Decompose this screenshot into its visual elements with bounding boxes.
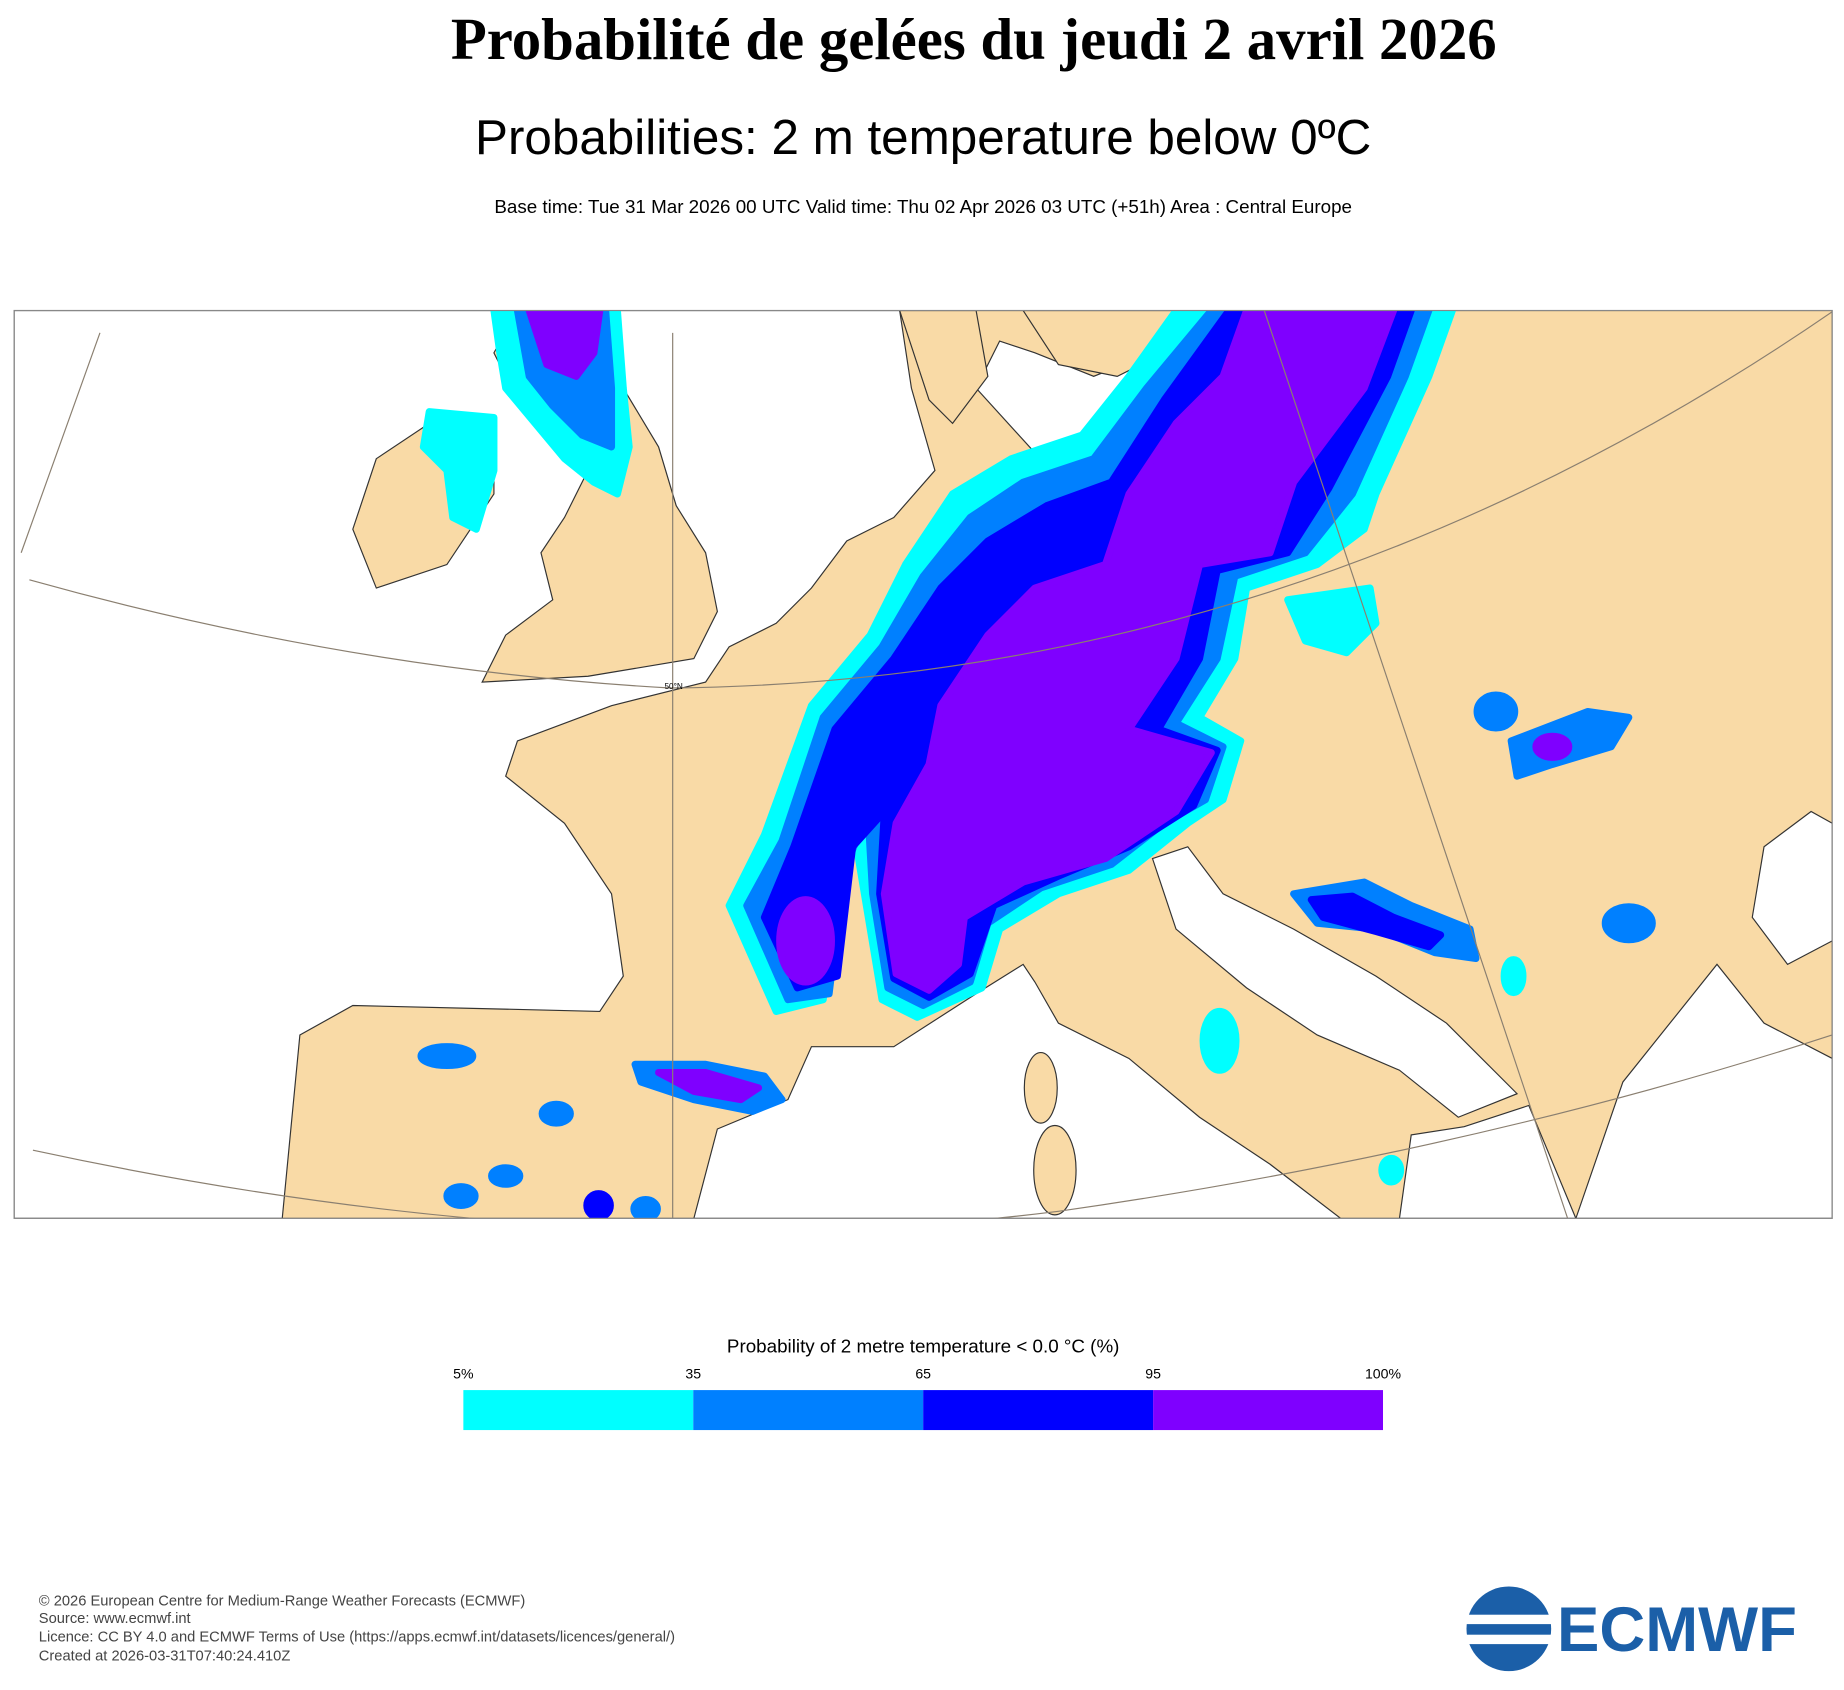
legend-tick-label: 5% — [453, 1365, 474, 1381]
frost-area — [417, 1043, 477, 1070]
frost-area — [419, 408, 498, 533]
legend-tick-label: 100% — [1365, 1365, 1402, 1381]
frost-area — [1307, 892, 1445, 951]
frost-area — [525, 310, 604, 380]
frost-area — [538, 1100, 574, 1127]
legend-segment — [463, 1390, 694, 1431]
logo-stripe — [1464, 1614, 1554, 1625]
logo-icon — [1466, 1586, 1552, 1672]
frost-area — [1601, 903, 1656, 944]
black-sea — [1751, 810, 1833, 966]
legend-segment — [1153, 1390, 1383, 1431]
atlantic — [14, 310, 936, 1219]
legend-segment — [693, 1390, 924, 1431]
map: 50°N — [14, 310, 1833, 1219]
frost-area — [443, 1183, 479, 1209]
frost-area — [488, 1164, 524, 1188]
frost-area — [630, 1196, 661, 1219]
legend-title: Probability of 2 metre temperature < 0.0… — [727, 1335, 1120, 1356]
graticule — [29, 311, 1833, 689]
legend-tick-label: 65 — [915, 1365, 931, 1381]
frost-area — [655, 1069, 763, 1104]
colorbar: 5% 35 65 95 100% — [453, 1365, 1402, 1431]
aegean — [1575, 963, 1833, 1219]
logo-stripe — [1464, 1634, 1554, 1645]
subtitle: Probabilities: 2 m temperature below 0ºC — [475, 110, 1371, 165]
denmark — [899, 310, 989, 425]
frost-area — [1532, 732, 1573, 761]
logo-text: ECMWF — [1557, 1595, 1797, 1665]
footer-line: Source: www.ecmwf.int — [39, 1611, 191, 1627]
corsica — [1023, 1051, 1058, 1124]
frost-area — [1284, 584, 1380, 657]
footer-line: Licence: CC BY 4.0 and ECMWF Terms of Us… — [39, 1630, 675, 1646]
sardinia — [1033, 1124, 1077, 1216]
footer: © 2026 European Centre for Medium-Range … — [39, 1593, 675, 1664]
mediterranean — [693, 963, 1342, 1219]
legend-tick-label: 95 — [1145, 1365, 1161, 1381]
frost-area — [583, 1190, 614, 1219]
frost-area — [880, 310, 1398, 994]
info-line: Base time: Tue 31 Mar 2026 00 UTC Valid … — [494, 196, 1352, 217]
latitude-label: 50°N — [664, 682, 682, 691]
graticule — [32, 1034, 1833, 1219]
logo: ECMWF — [1464, 1586, 1797, 1672]
frost-area — [776, 896, 835, 986]
footer-line: © 2026 European Centre for Medium-Range … — [39, 1593, 525, 1609]
footer-line: Created at 2026-03-31T07:40:24.410Z — [39, 1649, 291, 1665]
frost-probability — [417, 310, 1656, 1219]
frost-area — [1473, 691, 1519, 732]
map-frame — [13, 309, 1833, 1219]
graticule — [20, 332, 101, 553]
graticule — [1263, 310, 1569, 1219]
title: Probabilité de gelées du jeudi 2 avril 2… — [451, 7, 1497, 72]
legend-tick-label: 35 — [685, 1365, 701, 1381]
frost-area — [1199, 1007, 1240, 1074]
frost-area — [1500, 956, 1527, 997]
frost-area — [1378, 1154, 1405, 1186]
adriatic — [1151, 846, 1519, 1118]
legend-segment — [923, 1390, 1154, 1431]
